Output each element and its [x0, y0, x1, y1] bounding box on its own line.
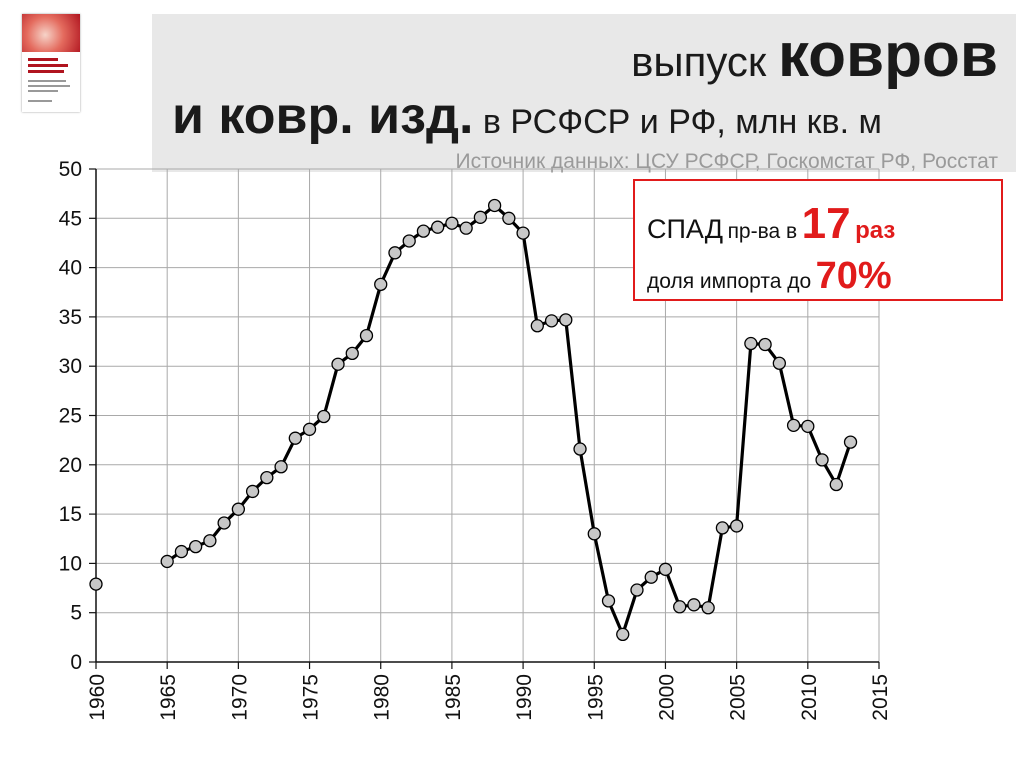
callout-decline-unit: раз [855, 217, 896, 244]
data-point [473, 210, 488, 224]
data-source: Источник данных: ЦСУ РСФСР, Госкомстат Р… [455, 150, 998, 173]
x-tick-label: 1980 [371, 674, 394, 721]
data-point [587, 527, 601, 541]
data-point [459, 221, 473, 235]
title-line-1: выпуск ковров [631, 20, 998, 91]
x-tick-label: 1965 [157, 674, 180, 721]
data-point [644, 570, 658, 584]
book-cover-image [22, 14, 80, 112]
x-tick-label: 2015 [869, 674, 892, 721]
y-tick-label: 0 [70, 651, 82, 674]
callout-decline-mid: пр-ва в [727, 220, 798, 243]
y-tick-label: 35 [59, 306, 82, 329]
y-tick-label: 50 [59, 158, 82, 181]
data-point [544, 314, 559, 328]
callout-box: СПАД пр-ва в 17 раз доля импорта до 70% [633, 179, 1003, 301]
data-point [630, 583, 644, 597]
data-point [302, 422, 317, 436]
data-point [331, 357, 345, 371]
y-tick-label: 40 [59, 257, 82, 280]
data-point [715, 521, 730, 535]
x-tick-label: 1960 [86, 674, 109, 721]
data-point [487, 198, 502, 213]
data-point [203, 534, 217, 548]
x-tick-label: 2000 [655, 674, 678, 721]
y-tick-label: 30 [59, 355, 82, 378]
data-point [658, 562, 673, 576]
data-point [758, 337, 772, 352]
data-point [317, 409, 331, 424]
data-point [160, 554, 174, 569]
y-tick-label: 25 [59, 405, 82, 428]
data-point [217, 516, 231, 530]
data-point [402, 234, 416, 248]
data-point [516, 226, 530, 240]
data-point [502, 211, 516, 225]
data-point [687, 598, 701, 612]
x-tick-label: 1990 [513, 674, 536, 721]
y-tick-label: 5 [70, 602, 82, 625]
data-point [231, 502, 246, 516]
data-point [416, 224, 431, 238]
data-point [673, 600, 687, 614]
y-tick-label: 45 [59, 207, 82, 230]
x-tick-label: 1995 [584, 674, 607, 721]
title-panel: выпуск ковров и ковр. изд. в РСФСР и РФ,… [152, 14, 1016, 173]
callout-import-value: 70% [815, 255, 892, 297]
data-point [260, 470, 274, 485]
data-point [245, 484, 260, 499]
x-tick-label: 1975 [300, 674, 323, 721]
data-point [445, 216, 459, 230]
data-point [174, 544, 189, 559]
data-point [729, 519, 744, 533]
callout-decline-line: СПАД пр-ва в 17 раз [647, 199, 895, 249]
data-point [388, 246, 402, 260]
callout-import-text: доля импорта до [647, 270, 812, 293]
callout-decline-word: СПАД [647, 214, 724, 244]
data-point [431, 220, 445, 234]
x-tick-label: 2005 [727, 674, 750, 721]
data-point [573, 442, 587, 456]
y-tick-label: 15 [59, 503, 82, 526]
title-line-2: и ковр. изд. в РСФСР и РФ, млн кв. м [172, 86, 882, 146]
title-line2-bold: и ковр. изд. [172, 87, 474, 145]
data-point [374, 277, 388, 292]
data-point [616, 627, 630, 642]
data-point [786, 418, 801, 433]
y-tick-label: 10 [59, 552, 82, 575]
data-point [601, 594, 616, 608]
x-tick-label: 2010 [798, 674, 821, 721]
x-tick-label: 1985 [442, 674, 465, 721]
data-point [772, 356, 786, 370]
data-point [701, 601, 715, 615]
data-point [189, 539, 203, 554]
data-point [345, 346, 359, 361]
data-point [559, 313, 573, 327]
callout-decline-number: 17 [801, 199, 851, 248]
data-point [744, 336, 758, 351]
y-tick-label: 20 [59, 454, 82, 477]
data-point [530, 319, 544, 333]
data-point [274, 460, 288, 474]
callout-import-line: доля импорта до 70% [647, 255, 892, 298]
title-prefix: выпуск [631, 38, 767, 85]
title-bold-word: ковров [777, 21, 998, 90]
title-line2-rest: в РСФСР и РФ, млн кв. м [482, 103, 882, 141]
data-point [801, 419, 815, 433]
x-tick-label: 1970 [228, 674, 251, 721]
data-point [359, 328, 374, 343]
data-point [288, 431, 302, 445]
data-point [843, 435, 858, 449]
data-point [815, 453, 829, 467]
data-point [829, 477, 843, 492]
data-point [89, 577, 103, 591]
